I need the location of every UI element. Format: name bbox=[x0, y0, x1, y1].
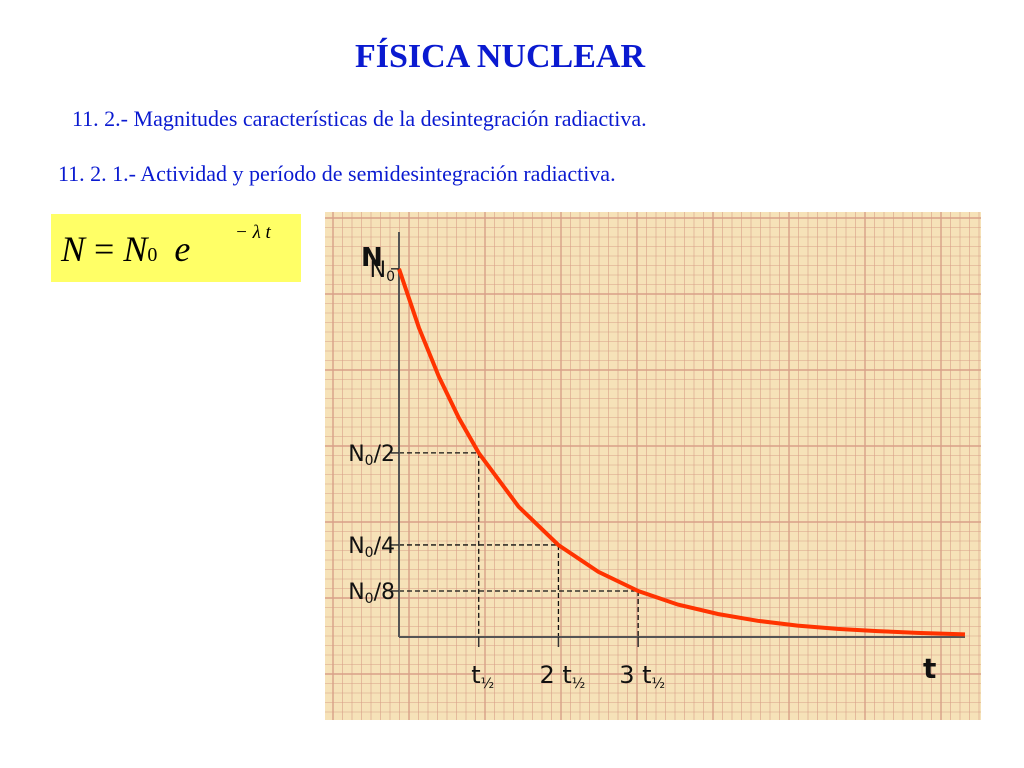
y-axis-title: N bbox=[361, 243, 383, 273]
formula-equals: = bbox=[94, 229, 115, 269]
decay-curve bbox=[397, 268, 966, 637]
formula-lhs: N bbox=[61, 229, 86, 269]
chart-guides bbox=[399, 452, 639, 637]
formula-base-subscript: 0 bbox=[147, 244, 158, 266]
section-heading: 11. 2.- Magnitudes características de la… bbox=[72, 106, 647, 131]
formula-exp-base: e bbox=[174, 229, 191, 269]
chart-paper bbox=[325, 212, 981, 720]
x-tick-label: 2 t½ bbox=[539, 661, 585, 692]
y-tick-label: N0/8 bbox=[348, 580, 395, 607]
y-tick-label: N0/2 bbox=[348, 442, 395, 469]
decay-chart: N t N0 N0/2 N0/4 N0/8 t½ 2 t½ 3 t½ bbox=[325, 212, 981, 720]
formula-main: N = N0 e bbox=[61, 228, 190, 270]
y-tick-label: N0/4 bbox=[348, 534, 395, 561]
chart-grid bbox=[325, 212, 981, 720]
page-title: FÍSICA NUCLEAR bbox=[355, 38, 645, 75]
x-axis-title: t bbox=[923, 652, 936, 685]
formula-base: N bbox=[123, 229, 148, 269]
x-tick-label: t½ bbox=[471, 661, 494, 692]
formula-exponent: − λ t bbox=[235, 222, 271, 243]
y-tick-labels: N0 N0/2 N0/4 N0/8 bbox=[348, 258, 399, 607]
y-tick-label: N0 bbox=[370, 258, 395, 285]
subsection-heading: 11. 2. 1.- Actividad y período de semide… bbox=[58, 161, 616, 186]
decay-formula-box: N = N0 e − λ t bbox=[51, 214, 301, 282]
x-tick-label: 3 t½ bbox=[619, 661, 665, 692]
x-tick-labels: t½ 2 t½ 3 t½ bbox=[471, 637, 665, 692]
